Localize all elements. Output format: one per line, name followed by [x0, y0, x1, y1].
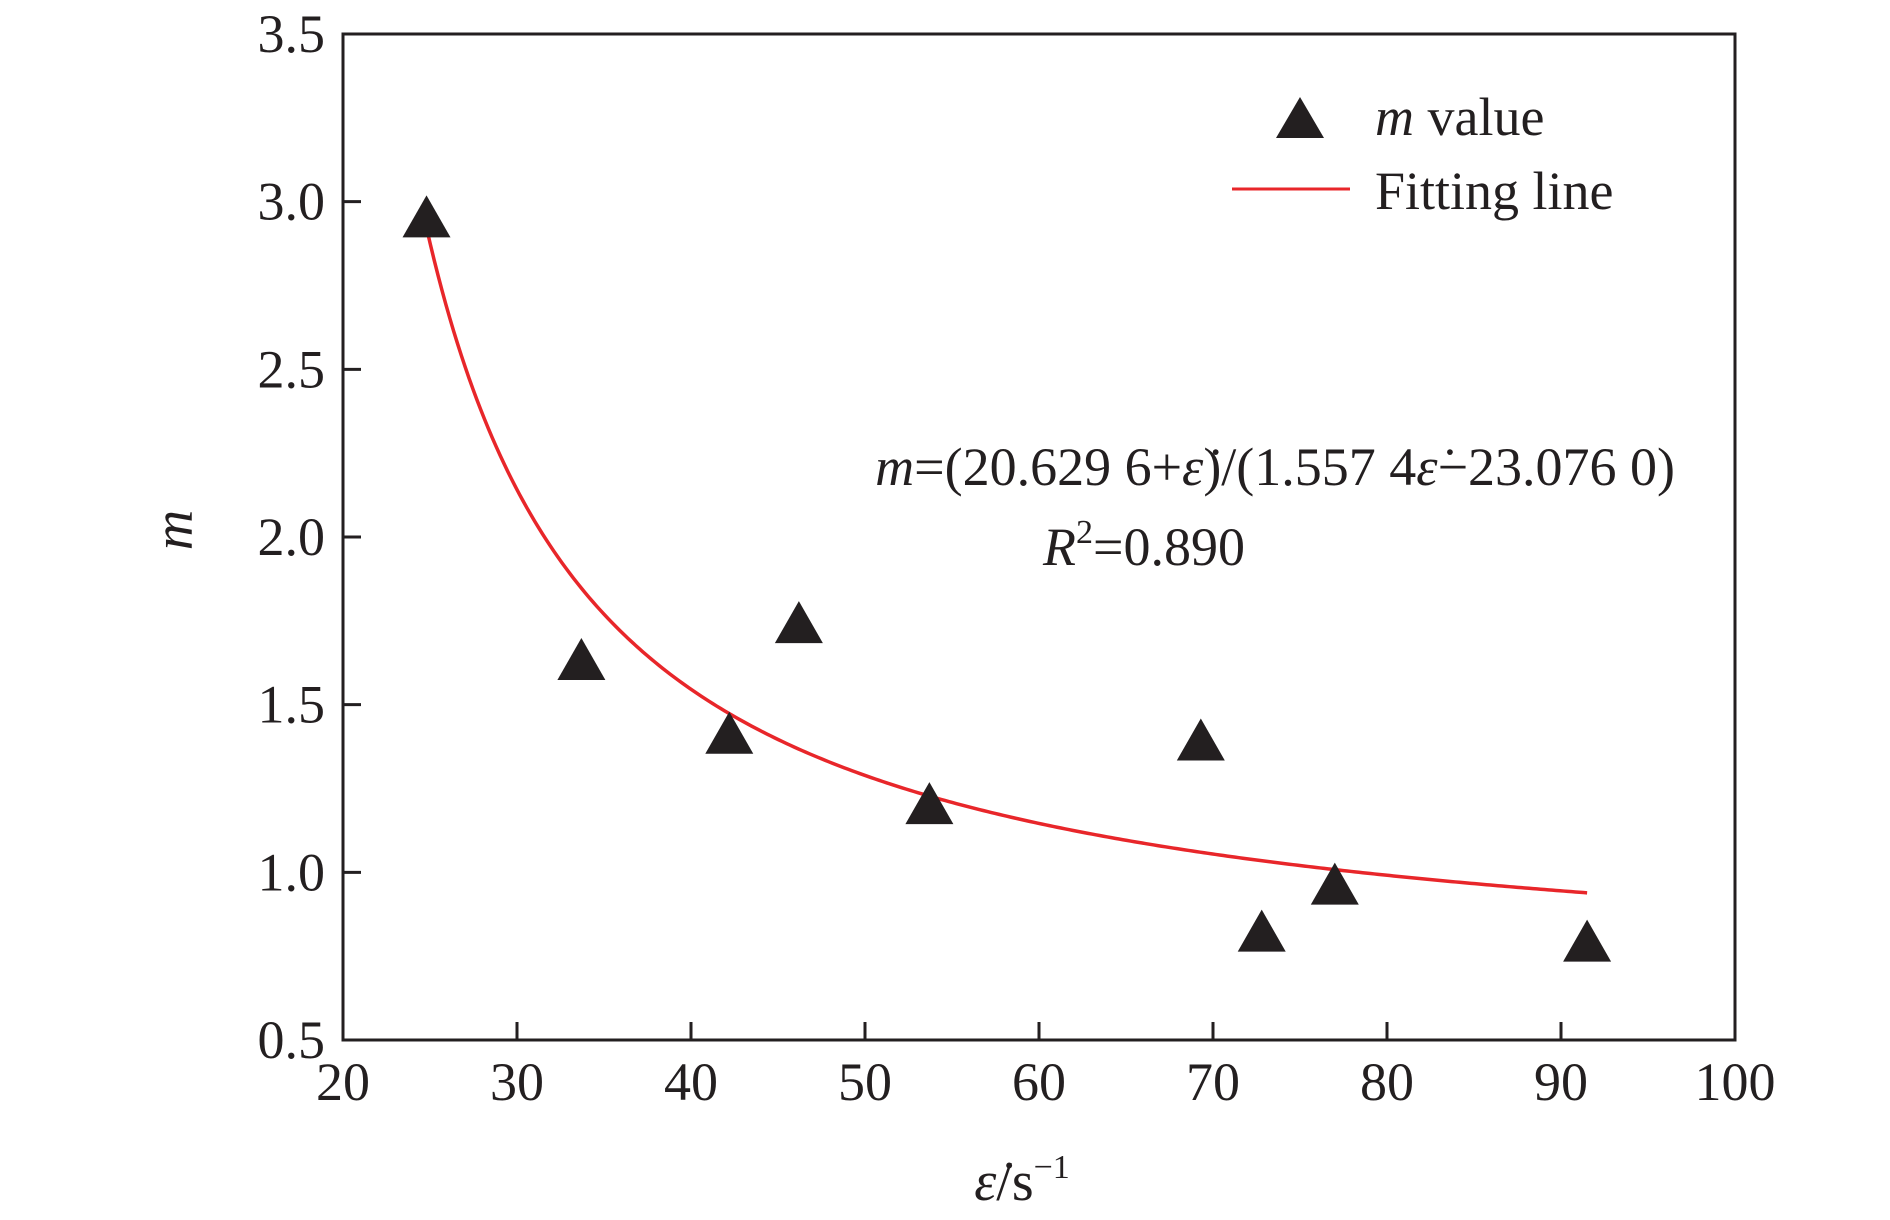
x-axis-label-sup: −1 [1034, 1149, 1070, 1186]
data-point-triangle [1237, 909, 1286, 952]
fit-equation: m=(20.629 6+ε̇)/(1.557 4ε̇−23.076 0) [875, 437, 1675, 497]
x-tick-label: 30 [490, 1052, 544, 1112]
r-squared-value: =0.890 [1093, 517, 1245, 577]
legend-m-rest: value [1414, 87, 1544, 147]
y-tick-label: 3.5 [258, 4, 326, 64]
data-point-triangle [402, 195, 451, 238]
data-point-triangle [705, 711, 754, 754]
data-point-triangle [1310, 862, 1359, 905]
fit-equation-m: m [875, 437, 914, 497]
data-point-triangle [1176, 718, 1225, 761]
y-tick-label: 0.5 [258, 1010, 326, 1070]
x-tick-label: 50 [838, 1052, 892, 1112]
r-squared-sup: 2 [1076, 514, 1093, 551]
x-axis-label: ε̇/s−1 [974, 1149, 1070, 1213]
x-tick-label: 70 [1186, 1052, 1240, 1112]
y-axis-label: m [143, 510, 205, 550]
legend-label-fitting-line: Fitting line [1375, 161, 1614, 221]
x-axis-label-unit: /s [996, 1151, 1033, 1213]
legend-label-m-value: m value [1375, 87, 1544, 147]
y-tick-label: 2.5 [258, 339, 326, 399]
fitting-line-group [424, 227, 1588, 895]
r-squared-R: R [1042, 517, 1076, 577]
y-tick-label: 3.0 [258, 172, 326, 232]
fitting-line [424, 227, 1588, 895]
fit-equation-mid: )/(1.557 4 [1203, 437, 1416, 497]
legend-triangle-marker [1276, 97, 1324, 138]
legend: m value Fitting line [1232, 87, 1614, 221]
x-tick-label: 20 [316, 1052, 370, 1112]
fit-equation-tail: −23.076 0) [1438, 437, 1675, 497]
data-points [402, 195, 1612, 962]
data-point-triangle [774, 601, 823, 644]
y-tick-label: 1.5 [258, 675, 326, 735]
fit-equation-body: =(20.629 6+ [914, 437, 1182, 497]
r-squared: R2=0.890 [1042, 514, 1245, 577]
x-tick-label: 60 [1012, 1052, 1066, 1112]
x-tick-label: 100 [1695, 1052, 1776, 1112]
legend-m-italic: m [1375, 87, 1414, 147]
x-tick-label: 40 [664, 1052, 718, 1112]
data-point-triangle [905, 782, 954, 825]
axis-ticks: 20 30 40 50 60 70 80 90 100 0.5 1.0 1.5 2.0 2.5 3.0 3.5 [258, 4, 1776, 1112]
y-tick-label: 1.0 [258, 842, 326, 902]
data-point-triangle [557, 637, 606, 680]
y-tick-label: 2.0 [258, 507, 326, 567]
x-tick-label: 90 [1534, 1052, 1588, 1112]
data-point-triangle [1563, 919, 1612, 962]
x-tick-label: 80 [1360, 1052, 1414, 1112]
